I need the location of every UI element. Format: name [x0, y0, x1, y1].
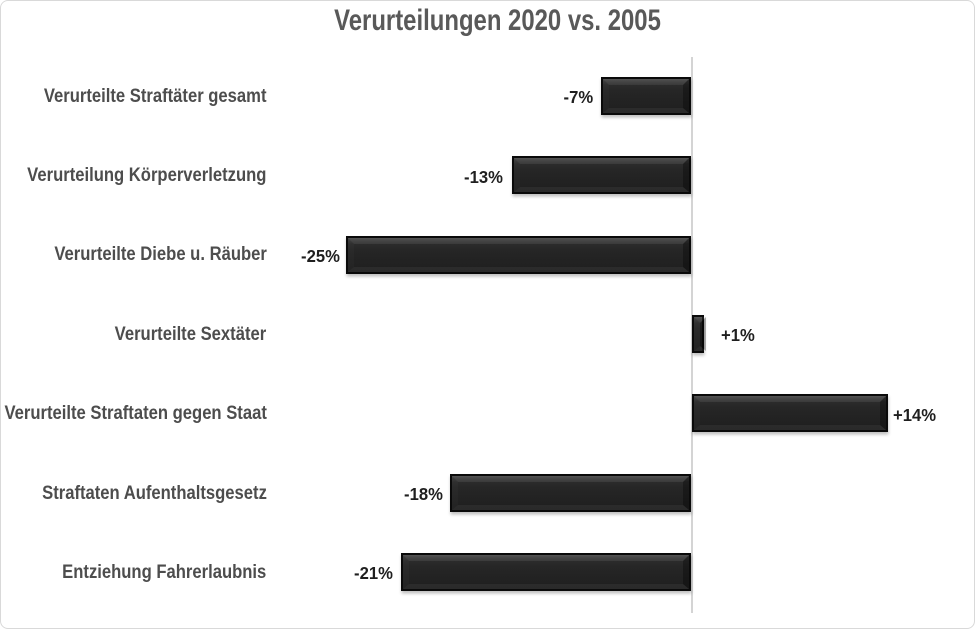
- category-label: Verurteilte Straftäter gesamt: [43, 85, 267, 107]
- bar-bevel: [402, 555, 690, 590]
- bar: [600, 77, 692, 115]
- bar-bevel: [347, 237, 690, 272]
- data-label: -21%: [354, 563, 393, 584]
- bar-bevel: [693, 396, 886, 431]
- category-label: Verurteilte Sextäter: [114, 323, 267, 345]
- data-label: -13%: [464, 166, 504, 187]
- bar: [691, 394, 888, 433]
- data-label: -25%: [300, 245, 340, 266]
- data-label: +14%: [893, 404, 937, 425]
- bar-bevel: [602, 79, 690, 113]
- category-label: Entziehung Fahrerlaubnis: [62, 561, 267, 583]
- bar: [400, 553, 692, 592]
- chart-title: Verurteilungen 2020 vs. 2005: [334, 4, 661, 38]
- bar: [691, 315, 706, 354]
- bar: [512, 156, 692, 195]
- bar: [450, 473, 692, 512]
- category-label: Verurteilte Diebe u. Räuber: [53, 244, 267, 266]
- bar-bevel: [514, 158, 690, 193]
- bar-bevel: [452, 475, 690, 510]
- data-label: -18%: [403, 484, 443, 504]
- bar-bevel: [693, 317, 706, 352]
- category-label: Verurteilung Körperverletzung: [27, 165, 267, 187]
- category-label: Straftaten Aufenthaltsgesetz: [41, 482, 267, 504]
- data-label: +1%: [720, 325, 755, 346]
- bar: [345, 235, 692, 274]
- category-label: Verurteilte Straftaten gegen Staat: [4, 403, 267, 425]
- data-label: -7%: [563, 87, 593, 108]
